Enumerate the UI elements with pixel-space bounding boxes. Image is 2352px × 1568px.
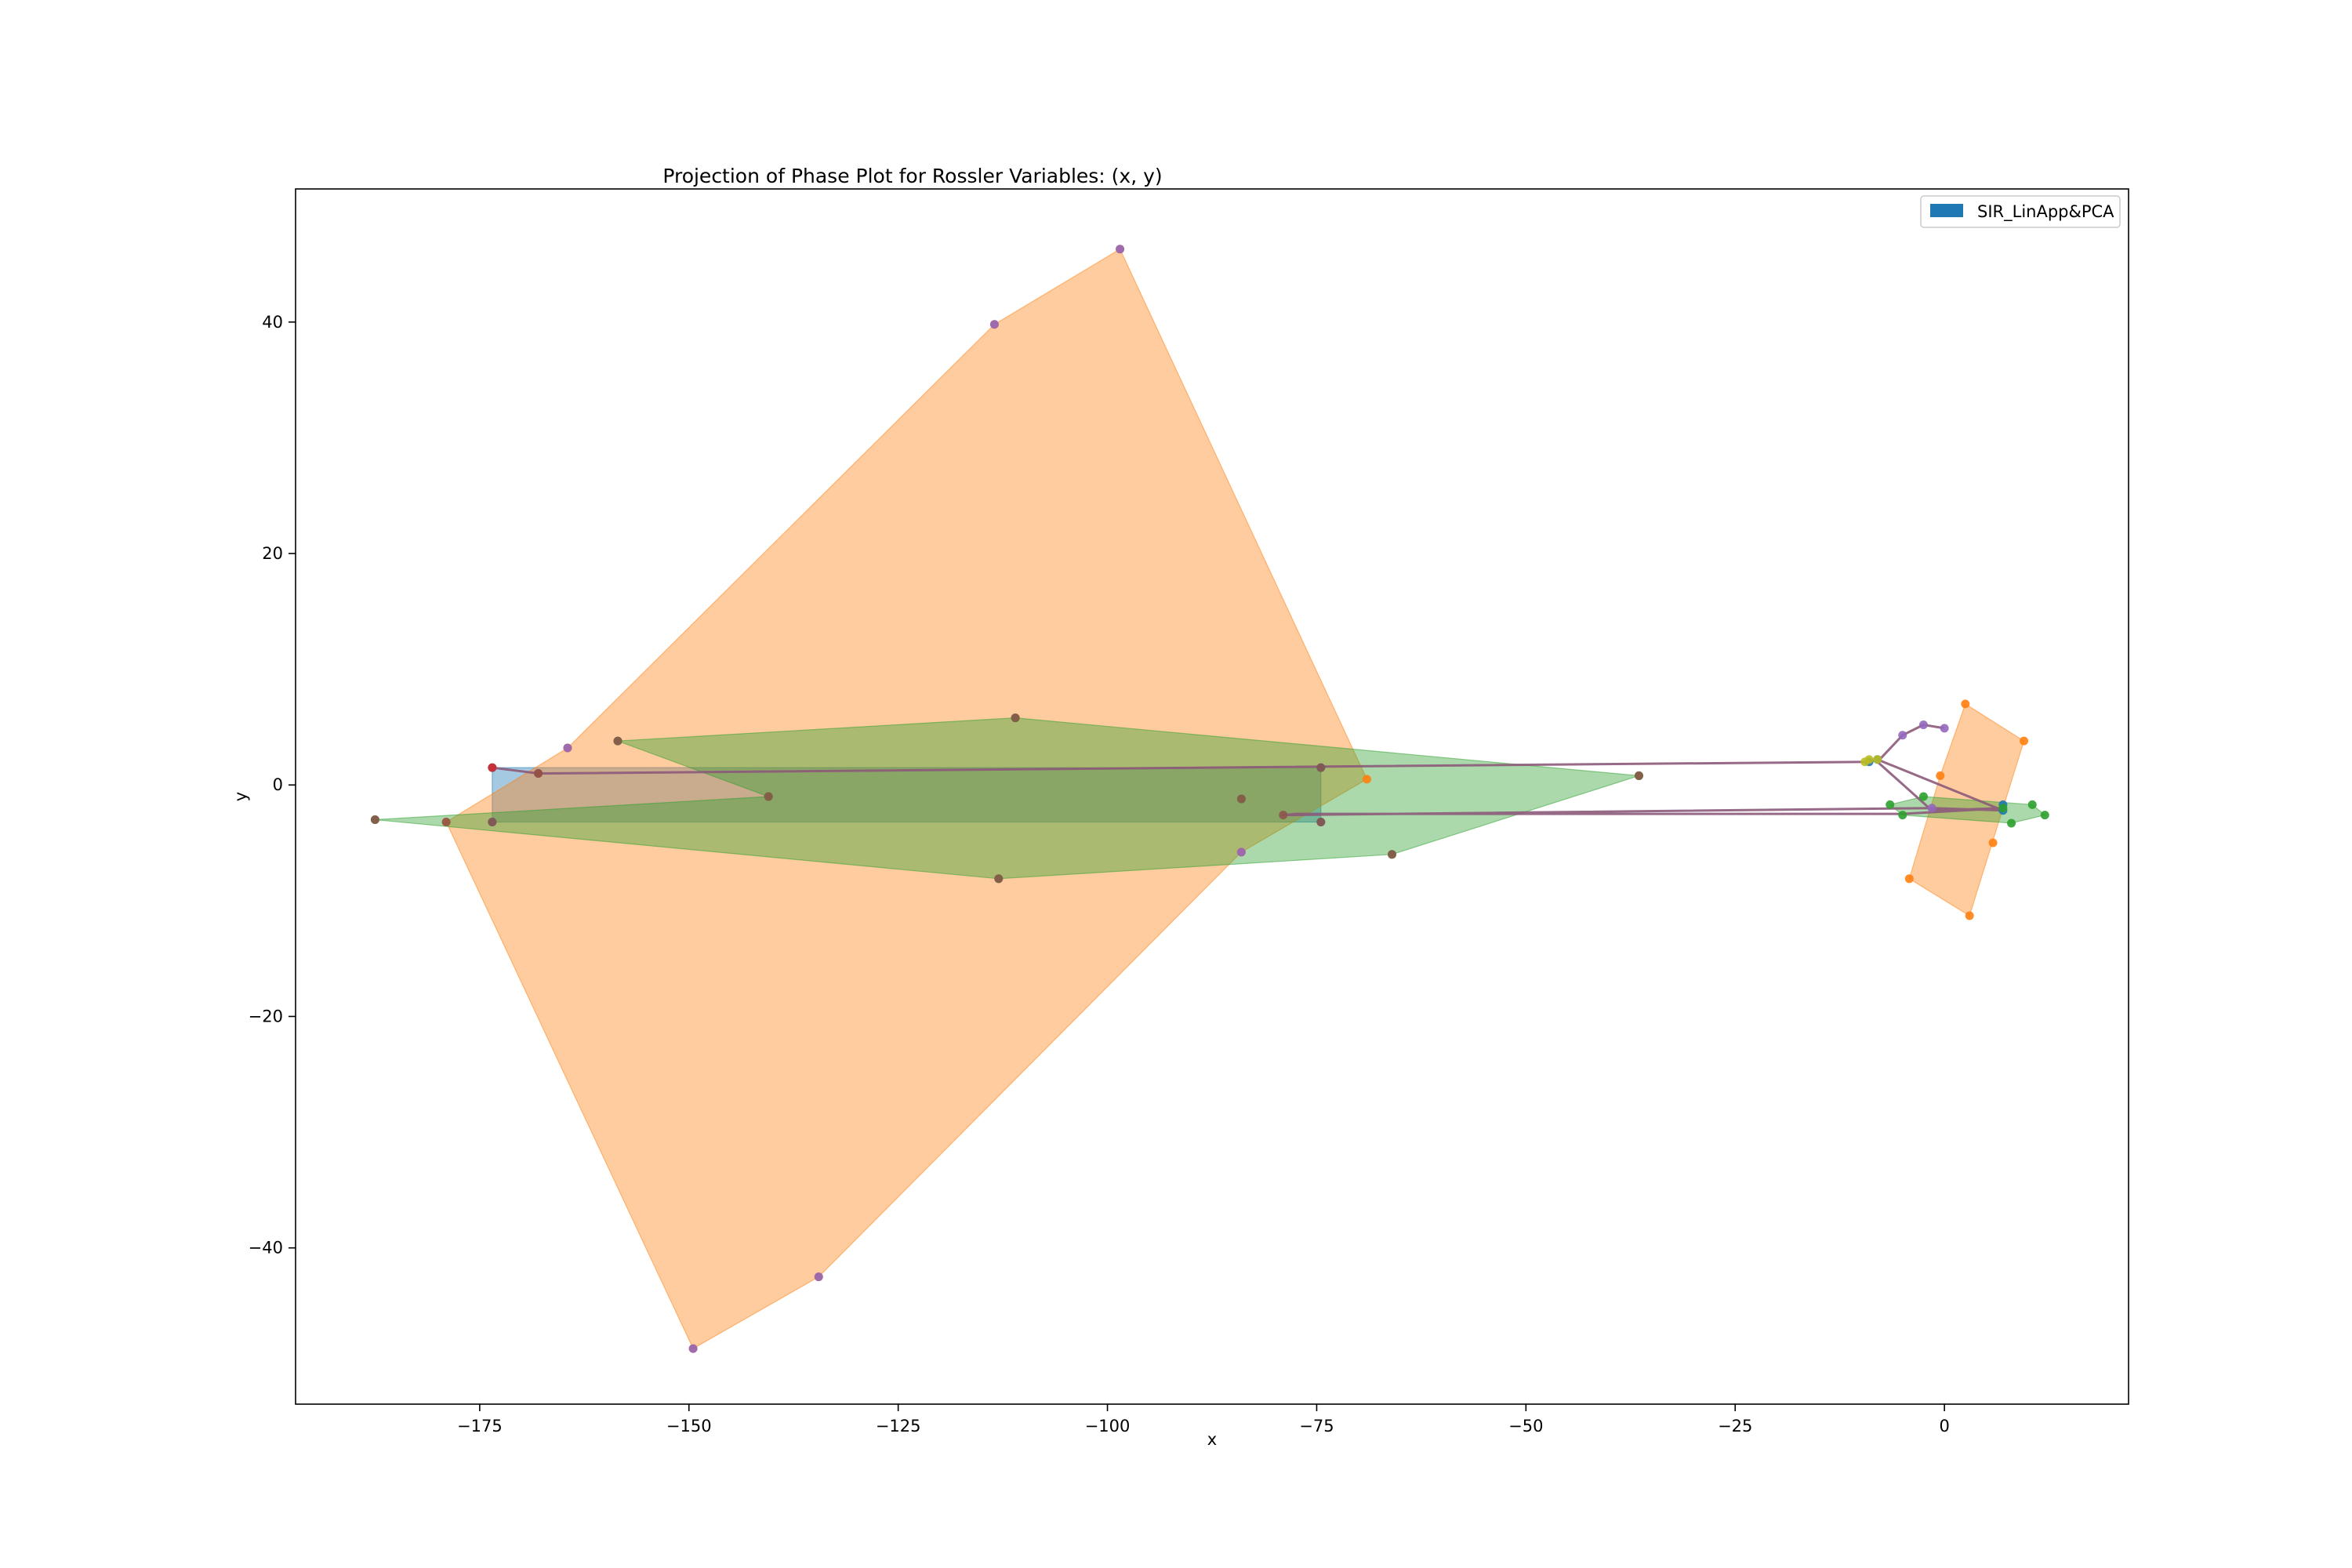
data-point-s1-13 <box>1965 911 1974 920</box>
data-point-s6-2 <box>1860 757 1870 767</box>
y-tick-label: −20 <box>249 1007 283 1025</box>
data-point-s4-8 <box>1898 731 1907 740</box>
data-point-s4-9 <box>1927 804 1936 813</box>
data-point-s5-6 <box>1388 850 1397 859</box>
legend: SIR_LinApp&PCA <box>1920 195 2121 228</box>
x-tick-label: −75 <box>1299 1417 1334 1436</box>
plot-frame <box>295 188 2129 1405</box>
data-point-s4-2 <box>563 743 572 753</box>
data-point-s5-5 <box>994 874 1004 884</box>
x-axis: −175 −150 −125 −100 −75 −50 −25 0 <box>457 1404 1950 1436</box>
data-point-s5-9 <box>488 817 497 826</box>
data-point-s2-13 <box>1898 811 1907 820</box>
y-tick-label: 20 <box>262 544 283 563</box>
data-point-s1-11 <box>1988 838 1998 848</box>
data-point-s2-9 <box>1886 800 1895 809</box>
y-tick-label: −40 <box>249 1239 283 1258</box>
data-point-s5-10 <box>441 817 451 826</box>
data-point-s4-0 <box>1116 245 1125 254</box>
x-tick-label: −150 <box>666 1417 712 1436</box>
x-tick-label: −100 <box>1085 1417 1131 1436</box>
chart-title: Projection of Phase Plot for Rossler Var… <box>662 165 1162 187</box>
data-point-s5-8 <box>1316 763 1326 772</box>
hull-polygon-2 <box>375 717 1639 880</box>
data-point-s5-11 <box>1279 811 1288 820</box>
x-tick-label: 0 <box>1939 1417 1949 1436</box>
x-tick-label: −125 <box>876 1417 921 1436</box>
y-tick-label: 40 <box>262 313 283 332</box>
data-point-s1-8 <box>1961 699 1970 709</box>
data-point-s2-10 <box>2027 800 2037 809</box>
data-point-s5-3 <box>764 792 773 801</box>
data-point-s5-1 <box>613 736 622 746</box>
data-point-s2-11 <box>2040 811 2049 820</box>
data-point-s5-4 <box>370 815 379 825</box>
y-tick-label: 0 <box>273 775 283 794</box>
data-point-s5-2 <box>1634 771 1643 780</box>
data-point-s2-8 <box>1918 792 1928 801</box>
data-point-s5-7 <box>534 768 543 778</box>
data-point-s2-14 <box>1998 804 2008 813</box>
data-point-s5-13 <box>1236 794 1246 804</box>
y-axis-label: y <box>231 792 250 801</box>
data-point-s4-5 <box>1236 848 1246 857</box>
data-point-s3-0 <box>488 763 497 772</box>
data-point-s4-4 <box>814 1272 823 1282</box>
legend-box <box>1920 195 2121 228</box>
x-tick-label: −175 <box>457 1417 503 1436</box>
x-tick-label: −50 <box>1508 1417 1543 1436</box>
data-point-s5-12 <box>1316 817 1326 826</box>
data-point-s1-12 <box>1904 874 1914 884</box>
data-point-s6-1 <box>1873 755 1882 764</box>
data-point-s4-3 <box>688 1344 698 1353</box>
data-point-s1-9 <box>2020 736 2029 746</box>
data-point-s4-6 <box>1918 720 1928 729</box>
trajectory-line <box>492 723 2005 817</box>
legend-swatch <box>1930 204 1963 217</box>
data-point-s4-7 <box>1940 724 1949 733</box>
data-point-s2-12 <box>2007 818 2016 828</box>
data-point-s1-7 <box>1363 775 1372 784</box>
data-point-s1-10 <box>1936 771 1945 780</box>
data-point-s5-0 <box>1011 713 1020 723</box>
plot-area <box>370 245 2049 1353</box>
x-axis-label: x <box>1207 1430 1217 1449</box>
y-axis: −40 −20 0 20 40 <box>249 313 296 1258</box>
legend-entry-label: SIR_LinApp&PCA <box>1977 202 2114 222</box>
data-point-s4-1 <box>989 320 999 329</box>
x-tick-label: −25 <box>1718 1417 1752 1436</box>
